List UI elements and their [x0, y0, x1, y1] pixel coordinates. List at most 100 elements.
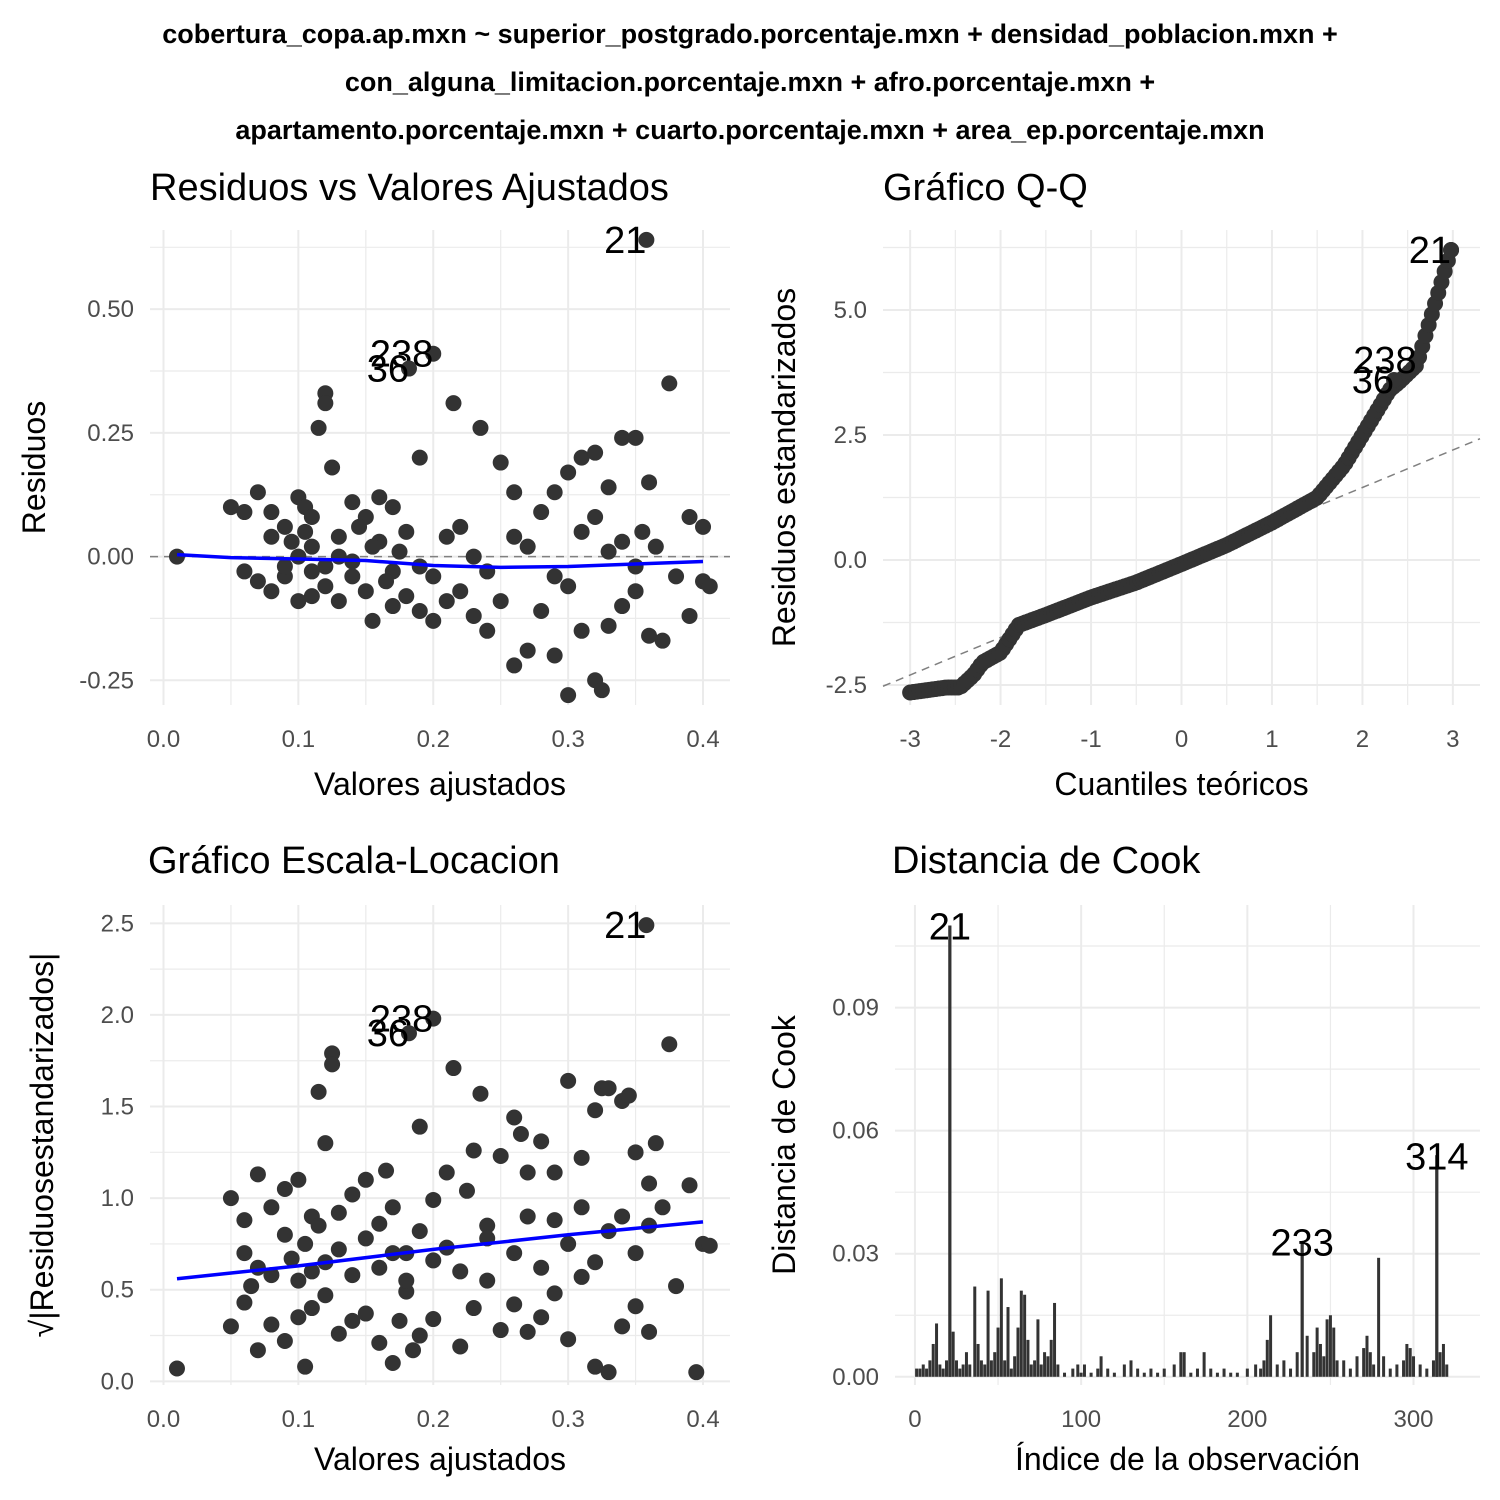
- data-point: [668, 568, 685, 585]
- cook-bar: [983, 1364, 987, 1377]
- data-point: [445, 1060, 462, 1077]
- cook-bar: [989, 1360, 993, 1377]
- data-point: [600, 543, 617, 560]
- data-point: [701, 1237, 718, 1254]
- data-point: [681, 508, 698, 525]
- cook-bar: [945, 1360, 949, 1377]
- data-point: [701, 578, 718, 595]
- cook-bar: [1388, 1368, 1392, 1377]
- cook-bar: [931, 1343, 935, 1377]
- data-point: [587, 1358, 604, 1375]
- cook-bar: [1335, 1360, 1339, 1377]
- data-point: [661, 375, 678, 392]
- y-tick-label: 0.00: [87, 544, 134, 571]
- data-point: [344, 494, 361, 511]
- data-point: [249, 1166, 266, 1183]
- data-point: [303, 588, 320, 605]
- data-point: [384, 499, 401, 516]
- cook-bar: [1063, 1372, 1067, 1377]
- data-point: [297, 523, 314, 540]
- y-tick-label: 1.5: [101, 1094, 134, 1121]
- data-point: [222, 1318, 239, 1335]
- data-point: [330, 1241, 347, 1258]
- data-point: [445, 395, 462, 412]
- cook-bar: [1289, 1368, 1293, 1377]
- cook-bar: [1106, 1368, 1110, 1377]
- y-tick-label: 0.03: [832, 1241, 879, 1268]
- data-point: [560, 578, 577, 595]
- outlier-point: [1443, 242, 1460, 258]
- cook-bar: [1182, 1352, 1186, 1377]
- data-point: [384, 1199, 401, 1216]
- y-tick-label: 2.5: [834, 422, 867, 449]
- data-point: [533, 602, 550, 619]
- data-point: [533, 1309, 550, 1326]
- x-tick-label: 0.2: [417, 1406, 450, 1433]
- data-point: [492, 1147, 509, 1164]
- data-point: [573, 523, 590, 540]
- data-point: [344, 1267, 361, 1284]
- data-point: [236, 563, 253, 580]
- figure-title-line-1: cobertura_copa.ap.mxn ~ superior_postgra…: [162, 19, 1338, 49]
- cook-bar: [935, 1323, 939, 1377]
- data-point: [452, 583, 469, 600]
- x-tick-label: 0.1: [282, 1406, 315, 1433]
- data-point: [310, 419, 327, 436]
- data-point: [647, 538, 664, 555]
- data-point: [411, 1327, 428, 1344]
- y-tick-label: 1.0: [101, 1185, 134, 1212]
- data-point: [236, 1212, 253, 1229]
- panel-resid: 0.0 0.1 0.2 0.3 0.4 -0.25 0.00 0.25 0.50 Residuos…: [16, 167, 730, 802]
- data-point: [614, 533, 631, 550]
- data-point: [317, 1287, 334, 1304]
- data-point: [249, 1342, 266, 1359]
- cook-bar: [1043, 1352, 1047, 1377]
- cook-bar: [1215, 1372, 1219, 1377]
- data-point: [533, 1259, 550, 1276]
- outlier-point: [1386, 372, 1403, 388]
- data-point: [546, 568, 563, 585]
- data-point: [290, 593, 307, 610]
- data-point: [465, 1142, 482, 1159]
- cook-bar: [1445, 1364, 1449, 1377]
- data-point: [263, 1199, 280, 1216]
- cook-bar: [999, 1278, 1003, 1377]
- data-point: [344, 1312, 361, 1329]
- data-point: [641, 1323, 658, 1340]
- cook-bar: [964, 1352, 968, 1377]
- outlier-point: [400, 360, 417, 377]
- data-point: [168, 1360, 185, 1377]
- data-point: [472, 1085, 489, 1102]
- cook-bar: [1079, 1372, 1083, 1377]
- data-point: [249, 484, 266, 501]
- x-tick-label: 2: [1356, 726, 1369, 753]
- y-tick-label: 0.0: [834, 547, 867, 574]
- cook-bar: [1099, 1356, 1103, 1377]
- data-point: [695, 518, 712, 535]
- y-tick-label: 5.0: [834, 297, 867, 324]
- data-point: [276, 518, 293, 535]
- cook-bar: [938, 1364, 942, 1377]
- data-point: [411, 449, 428, 466]
- data-point: [371, 489, 388, 506]
- cook-bar: [1016, 1327, 1020, 1377]
- cook-bar: [1438, 1352, 1442, 1377]
- cook-bar: [941, 1368, 945, 1377]
- data-point: [560, 464, 577, 481]
- outlier-point: [638, 231, 655, 248]
- data-point: [324, 1045, 341, 1062]
- cook-bar: [961, 1364, 965, 1377]
- cook-bar: [1122, 1364, 1126, 1377]
- cook-bar-label: 233: [1270, 1222, 1333, 1264]
- data-point: [263, 528, 280, 545]
- data-point: [546, 1164, 563, 1181]
- cook-bar: [1076, 1364, 1080, 1377]
- data-point: [647, 1135, 664, 1152]
- data-point: [425, 1191, 442, 1208]
- data-point: [398, 1283, 415, 1300]
- data-point: [425, 612, 442, 629]
- panel-scale: 0.0 0.1 0.2 0.3 0.4 0.0 0.5 1.0 1.5 2.0 2.5 Gráfico…: [24, 840, 730, 1477]
- data-point: [506, 484, 523, 501]
- cook-bar: [1071, 1368, 1075, 1377]
- cook-bar: [1262, 1360, 1266, 1377]
